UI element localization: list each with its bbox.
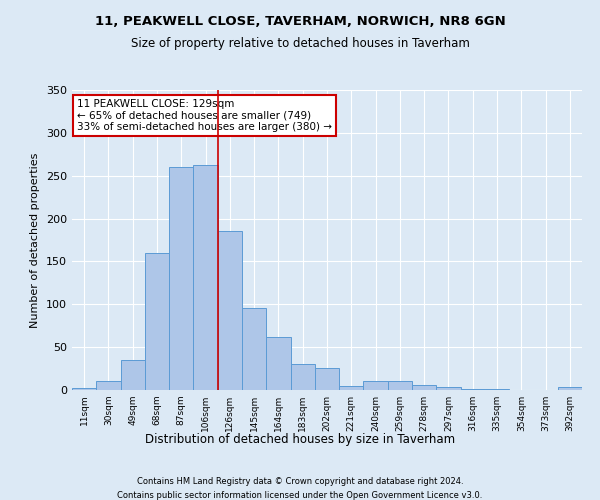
Bar bbox=[218, 232, 242, 390]
Bar bbox=[388, 382, 412, 390]
Bar bbox=[266, 337, 290, 390]
Bar bbox=[290, 364, 315, 390]
Bar bbox=[96, 382, 121, 390]
Bar bbox=[145, 253, 169, 390]
Y-axis label: Number of detached properties: Number of detached properties bbox=[31, 152, 40, 328]
Bar bbox=[121, 360, 145, 390]
Bar bbox=[242, 308, 266, 390]
Text: Contains public sector information licensed under the Open Government Licence v3: Contains public sector information licen… bbox=[118, 491, 482, 500]
Bar bbox=[436, 386, 461, 390]
Bar bbox=[169, 167, 193, 390]
Text: 11, PEAKWELL CLOSE, TAVERHAM, NORWICH, NR8 6GN: 11, PEAKWELL CLOSE, TAVERHAM, NORWICH, N… bbox=[95, 15, 505, 28]
Bar bbox=[364, 380, 388, 390]
Bar bbox=[412, 385, 436, 390]
Text: Size of property relative to detached houses in Taverham: Size of property relative to detached ho… bbox=[131, 38, 469, 51]
Bar bbox=[461, 389, 485, 390]
Bar bbox=[315, 368, 339, 390]
Bar bbox=[72, 388, 96, 390]
Bar bbox=[485, 389, 509, 390]
Text: 11 PEAKWELL CLOSE: 129sqm
← 65% of detached houses are smaller (749)
33% of semi: 11 PEAKWELL CLOSE: 129sqm ← 65% of detac… bbox=[77, 99, 332, 132]
Text: Distribution of detached houses by size in Taverham: Distribution of detached houses by size … bbox=[145, 432, 455, 446]
Bar bbox=[558, 388, 582, 390]
Bar bbox=[193, 166, 218, 390]
Bar bbox=[339, 386, 364, 390]
Text: Contains HM Land Registry data © Crown copyright and database right 2024.: Contains HM Land Registry data © Crown c… bbox=[137, 478, 463, 486]
